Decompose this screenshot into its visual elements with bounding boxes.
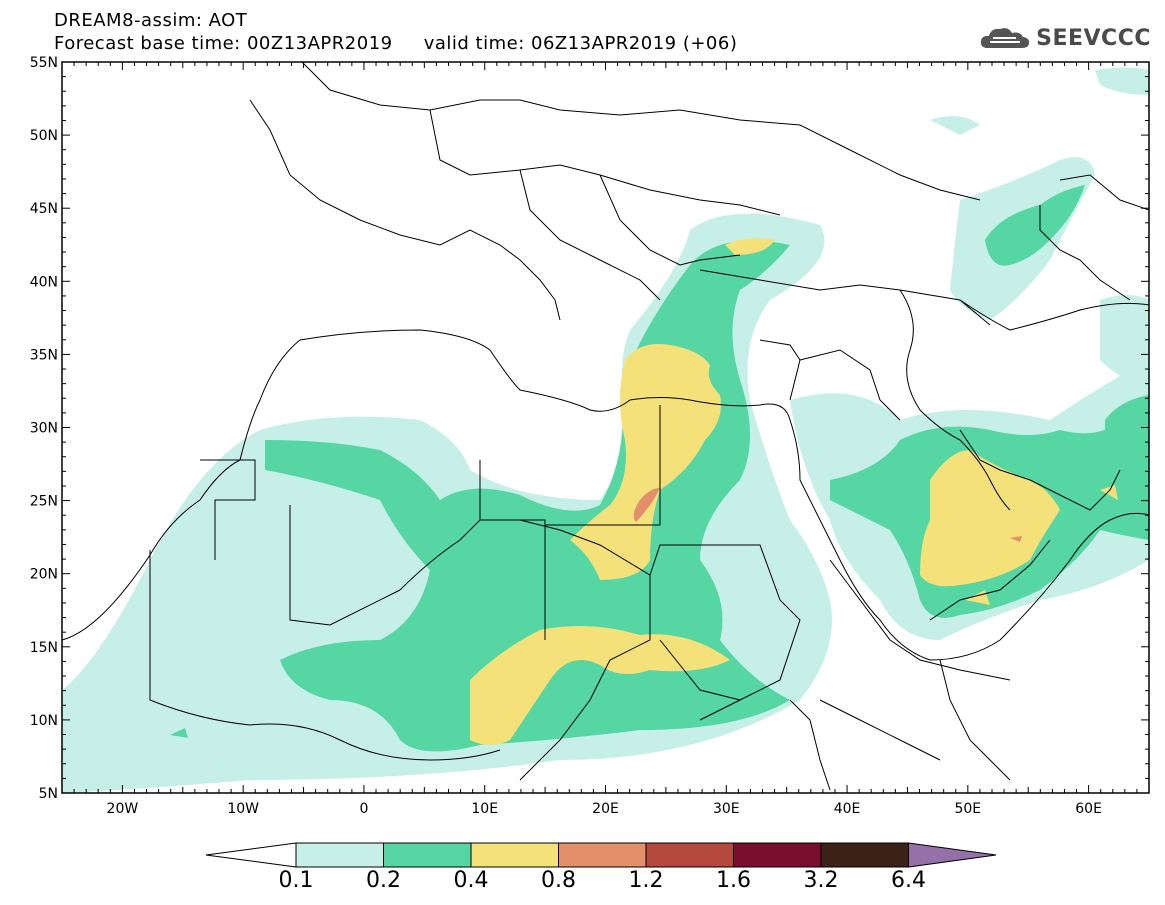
cloud-icon: [981, 28, 1030, 48]
lon-label: 10E: [471, 801, 498, 817]
colorbar-label: 0.1: [278, 868, 314, 893]
lat-label: 25N: [30, 494, 58, 510]
map-title: DREAM8-assim: AOT: [54, 10, 248, 31]
colorbar-arrow-high: [908, 842, 997, 868]
forecast-time-subtitle: Forecast base time: 00Z13APR2019 valid t…: [54, 33, 738, 54]
axis-ticks: [61, 61, 1150, 794]
lat-label: 5N: [39, 786, 58, 802]
lon-label: 0: [359, 801, 368, 817]
colorbar-label: 1.6: [716, 868, 751, 893]
lon-label: 20E: [592, 801, 619, 817]
colorbar-swatch: [820, 842, 909, 868]
lat-label: 15N: [30, 640, 58, 656]
lon-label: 20W: [107, 801, 139, 817]
colorbar-swatch: [733, 842, 822, 868]
colorbar-label: 0.8: [541, 868, 576, 893]
lat-label: 50N: [30, 128, 58, 144]
colorbar-swatch: [295, 842, 384, 868]
lat-label: 40N: [30, 274, 58, 290]
lon-label: 60E: [1075, 801, 1102, 817]
lat-label: 20N: [30, 567, 58, 583]
colorbar-swatch: [383, 842, 472, 868]
colorbar: [205, 842, 997, 868]
longitude-labels: 20W 10W 0 10E 20E 30E 40E 50E 60E: [107, 801, 1102, 817]
lat-label: 45N: [30, 201, 58, 217]
colorbar-label: 0.4: [453, 868, 489, 893]
lon-label: 50E: [954, 801, 981, 817]
lat-label: 10N: [30, 713, 58, 729]
lon-label: 40E: [834, 801, 861, 817]
lat-label: 55N: [30, 55, 58, 71]
logo-text: SEEVCCC: [1036, 25, 1151, 51]
colorbar-label: 1.2: [628, 868, 664, 893]
country-boundaries: [62, 62, 1149, 791]
lat-label: 30N: [30, 421, 58, 437]
colorbar-arrow-low: [205, 842, 297, 868]
colorbar-swatch: [645, 842, 734, 868]
seevccc-logo: SEEVCCC: [978, 24, 1151, 52]
colorbar-swatch: [558, 842, 647, 868]
lon-label: 10W: [227, 801, 259, 817]
colorbar-label: 3.2: [803, 868, 839, 893]
lon-label: 30E: [713, 801, 740, 817]
colorbar-swatch: [470, 842, 559, 868]
colorbar-label: 0.2: [366, 868, 401, 893]
aot-shading: [62, 67, 1149, 793]
colorbar-label: 6.4: [891, 868, 926, 893]
latitude-labels: 55N 50N 45N 40N 35N 30N 25N 20N 15N 10N 5N: [30, 55, 58, 802]
lat-label: 35N: [30, 347, 58, 363]
